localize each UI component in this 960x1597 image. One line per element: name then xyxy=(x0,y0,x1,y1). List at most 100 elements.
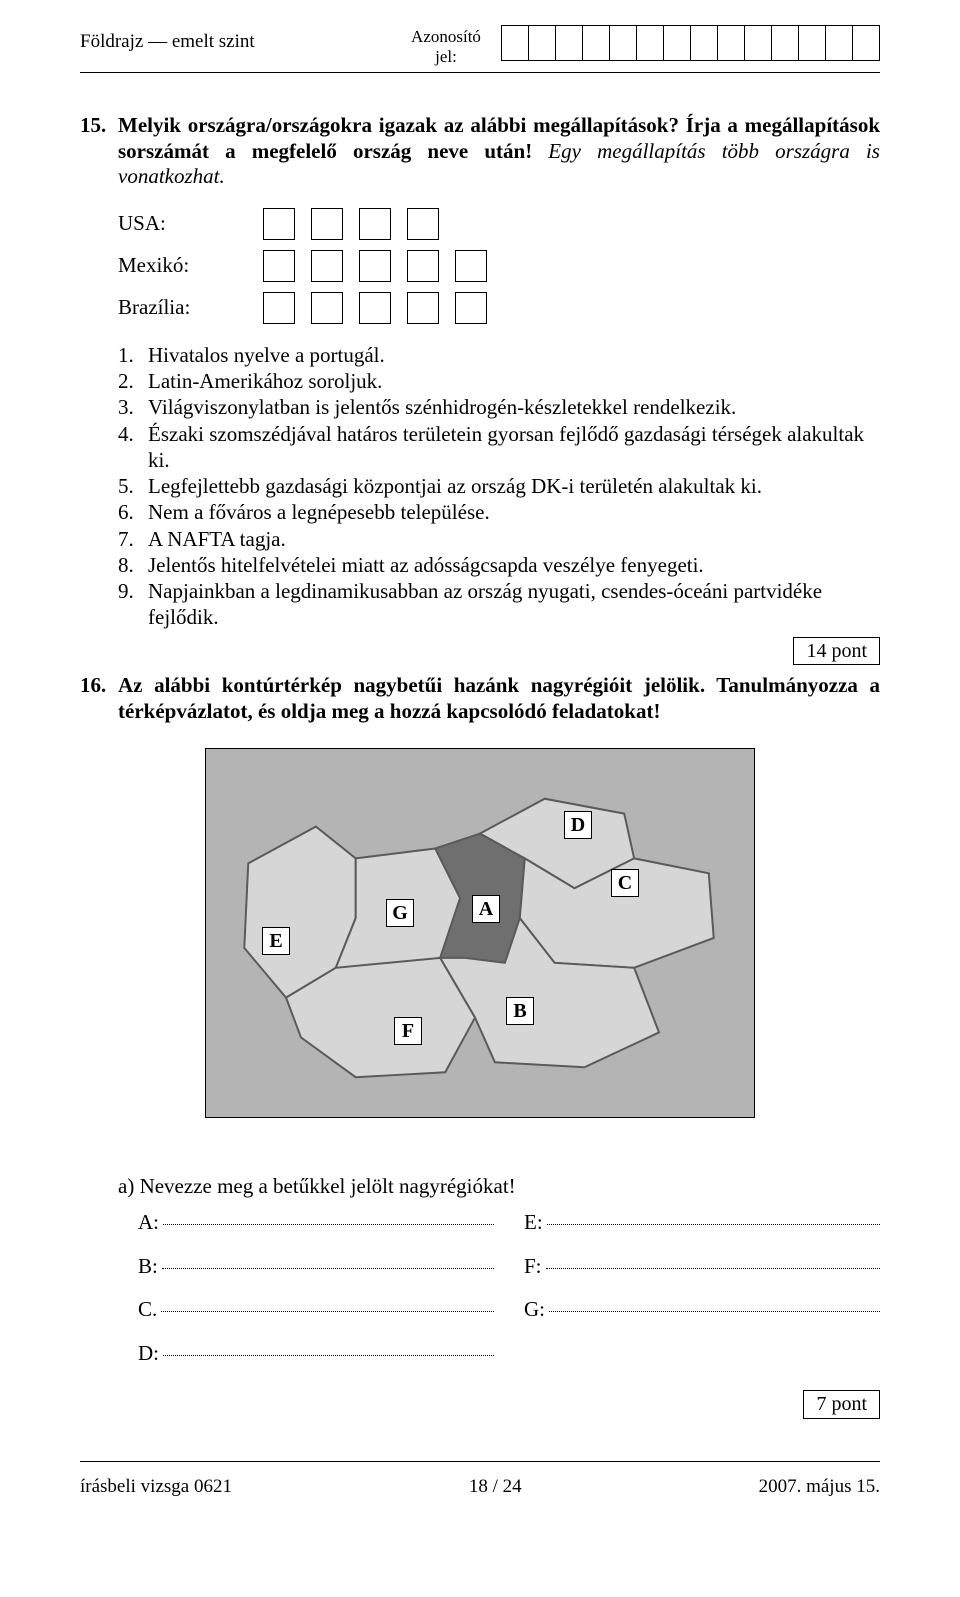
answer-box[interactable] xyxy=(359,250,391,282)
statement: 7.A NAFTA tagja. xyxy=(118,526,880,552)
q15-points: 14 pont xyxy=(793,637,880,665)
answer-blank[interactable] xyxy=(161,1311,494,1312)
answer-line: B: xyxy=(138,1254,494,1280)
statement-text: Világviszonylatban is jelentős szénhidro… xyxy=(148,394,880,420)
statement: 4.Északi szomszédjával határos területei… xyxy=(118,421,880,474)
statement-text: Északi szomszédjával határos területein … xyxy=(148,421,880,474)
answer-row: Mexikó: xyxy=(118,250,880,282)
id-box[interactable] xyxy=(528,25,556,61)
map-label-c: C xyxy=(611,869,639,897)
answer-letter: A: xyxy=(138,1210,159,1236)
answer-box[interactable] xyxy=(311,292,343,324)
subject-title: Földrajz — emelt szint xyxy=(80,25,255,53)
footer-right: 2007. május 15. xyxy=(759,1476,880,1498)
statement: 1.Hivatalos nyelve a portugál. xyxy=(118,342,880,368)
map-label-a: A xyxy=(472,895,500,923)
statement: 8.Jelentős hitelfelvételei miatt az adós… xyxy=(118,552,880,578)
map-label-e: E xyxy=(262,927,290,955)
map-label-b: B xyxy=(506,997,534,1025)
answer-blank[interactable] xyxy=(549,1311,880,1312)
answer-line: G: xyxy=(524,1297,880,1323)
statement-number: 4. xyxy=(118,421,148,474)
footer-rule xyxy=(80,1461,880,1462)
statement-text: Hivatalos nyelve a portugál. xyxy=(148,342,880,368)
answer-boxes xyxy=(263,292,487,324)
answer-box[interactable] xyxy=(407,208,439,240)
footer-center: 18 / 24 xyxy=(469,1476,522,1498)
answer-line: A: xyxy=(138,1210,494,1236)
q15-statements: 1.Hivatalos nyelve a portugál.2.Latin-Am… xyxy=(118,342,880,631)
id-box[interactable] xyxy=(825,25,853,61)
page-footer: írásbeli vizsga 0621 18 / 24 2007. május… xyxy=(80,1476,880,1498)
answer-box[interactable] xyxy=(263,250,295,282)
answer-box[interactable] xyxy=(311,250,343,282)
id-box[interactable] xyxy=(771,25,799,61)
id-box[interactable] xyxy=(663,25,691,61)
answer-letter: F: xyxy=(524,1254,542,1280)
answer-box[interactable] xyxy=(407,250,439,282)
statement-text: Napjainkban a legdinamikusabban az orszá… xyxy=(148,578,880,631)
id-box[interactable] xyxy=(717,25,745,61)
statement-number: 8. xyxy=(118,552,148,578)
answer-box[interactable] xyxy=(311,208,343,240)
header-rule xyxy=(80,72,880,73)
answer-blank[interactable] xyxy=(162,1268,494,1269)
id-box[interactable] xyxy=(852,25,880,61)
answer-box[interactable] xyxy=(263,292,295,324)
id-box[interactable] xyxy=(744,25,772,61)
answer-box[interactable] xyxy=(407,292,439,324)
statement-text: Legfejlettebb gazdasági központjai az or… xyxy=(148,473,880,499)
map-wrap: ABCDEFG xyxy=(80,748,880,1118)
answer-box[interactable] xyxy=(359,208,391,240)
exam-page: Földrajz — emelt szint Azonosító jel: 15… xyxy=(0,0,960,1518)
answer-blank[interactable] xyxy=(163,1355,494,1356)
question-text: Melyik országra/országokra igazak az alá… xyxy=(118,113,880,190)
answer-letter: G: xyxy=(524,1297,545,1323)
answer-boxes xyxy=(263,208,439,240)
answer-line: C. xyxy=(138,1297,494,1323)
q15-answer-block: USA:Mexikó:Brazília: xyxy=(118,208,880,324)
answer-line xyxy=(524,1341,880,1367)
answer-box[interactable] xyxy=(455,250,487,282)
id-label: Azonosító jel: xyxy=(391,25,501,66)
statement: 9.Napjainkban a legdinamikusabban az ors… xyxy=(118,578,880,631)
answer-letter: E: xyxy=(524,1210,543,1236)
statement: 5.Legfejlettebb gazdasági központjai az … xyxy=(118,473,880,499)
statement-number: 3. xyxy=(118,394,148,420)
id-box[interactable] xyxy=(609,25,637,61)
footer-left: írásbeli vizsga 0621 xyxy=(80,1476,232,1498)
answer-letter: D: xyxy=(138,1341,159,1367)
country-label: Brazília: xyxy=(118,295,263,321)
map-frame: ABCDEFG xyxy=(205,748,755,1118)
statement-number: 2. xyxy=(118,368,148,394)
question-number: 15. xyxy=(80,113,118,190)
statement-number: 5. xyxy=(118,473,148,499)
country-label: Mexikó: xyxy=(118,253,263,279)
statement-number: 6. xyxy=(118,499,148,525)
map-label-d: D xyxy=(564,811,592,839)
answer-blank[interactable] xyxy=(163,1224,494,1225)
answer-line: F: xyxy=(524,1254,880,1280)
map-label-f: F xyxy=(394,1017,422,1045)
answer-box[interactable] xyxy=(263,208,295,240)
answer-box[interactable] xyxy=(455,292,487,324)
answer-letter: C. xyxy=(138,1297,157,1323)
id-box[interactable] xyxy=(501,25,529,61)
statement-number: 7. xyxy=(118,526,148,552)
id-boxes xyxy=(501,25,880,61)
id-box[interactable] xyxy=(636,25,664,61)
question-16: 16. Az alábbi kontúrtérkép nagybetűi haz… xyxy=(80,673,880,724)
id-box[interactable] xyxy=(798,25,826,61)
answer-line: E: xyxy=(524,1210,880,1236)
statement: 3.Világviszonylatban is jelentős szénhid… xyxy=(118,394,880,420)
statement-number: 1. xyxy=(118,342,148,368)
answer-blank[interactable] xyxy=(547,1224,880,1225)
answer-box[interactable] xyxy=(359,292,391,324)
statement-number: 9. xyxy=(118,578,148,631)
id-box[interactable] xyxy=(555,25,583,61)
page-header: Földrajz — emelt szint Azonosító jel: xyxy=(80,25,880,66)
answer-blank[interactable] xyxy=(546,1268,880,1269)
id-box[interactable] xyxy=(582,25,610,61)
id-box[interactable] xyxy=(690,25,718,61)
q15-points-wrap: 14 pont xyxy=(80,637,880,665)
